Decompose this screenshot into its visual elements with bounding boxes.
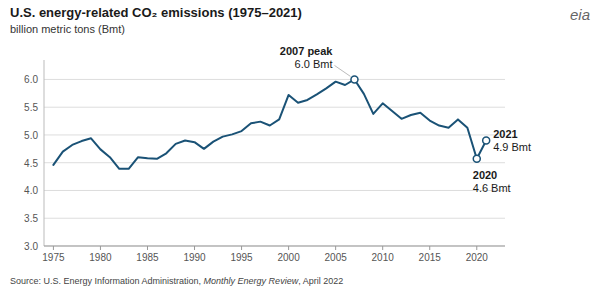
x-tick: [288, 246, 289, 250]
x-tick: [53, 246, 54, 250]
y-tick-label: 3.5: [24, 213, 38, 224]
x-tick: [382, 246, 383, 250]
annotations: 2007 peak6.0 Bmt 20204.6 Bmt 20214.9 Bmt: [280, 45, 531, 193]
grid-line: [44, 218, 505, 219]
x-tick-label: 2020: [466, 252, 489, 263]
title: U.S. energy-related CO₂ emissions (1975–…: [10, 5, 302, 20]
x-tick: [241, 246, 242, 250]
source-part: Source: U.S. Energy Information Administ…: [10, 276, 204, 286]
y-tick-label: 6.0: [24, 74, 38, 85]
x-tick-label: 2015: [419, 252, 442, 263]
x-tick: [194, 246, 195, 250]
annotation-label: 2020: [473, 169, 497, 181]
axes: 3.0 3.5 4.0 4.5 5.0 5.5 6.0 1975 1980 1985 1990 199…: [24, 60, 505, 263]
plot-area: [53, 76, 489, 169]
y-tick-label: 3.0: [24, 241, 38, 252]
grid-line: [44, 134, 505, 135]
logo: eia: [570, 6, 590, 23]
x-tick-label: 2010: [372, 252, 395, 263]
x-tick-label: 1980: [89, 252, 112, 263]
source-part: , April 2022: [298, 276, 343, 286]
annotation-label: 2021: [493, 128, 517, 140]
grid-line: [44, 79, 505, 80]
x-tick: [476, 246, 477, 250]
connector: [334, 65, 350, 76]
grid-line: [44, 190, 505, 191]
x-tick: [147, 246, 148, 250]
x-tick: [429, 246, 430, 250]
grid-line: [44, 246, 505, 247]
y-tick-label: 4.0: [24, 185, 38, 196]
x-tick-label: 1990: [183, 252, 206, 263]
marker: [473, 155, 480, 162]
source: Source: U.S. Energy Information Administ…: [10, 276, 343, 286]
x-tick-label: 1985: [136, 252, 159, 263]
line: [53, 79, 486, 168]
grid-line: [44, 107, 505, 108]
annotation-detail: 4.6 Bmt: [473, 182, 511, 194]
annotation-label: 2007 peak: [280, 45, 333, 57]
x-tick-label: 2000: [277, 252, 300, 263]
x-tick-label: 2005: [325, 252, 348, 263]
y-tick-label: 5.5: [24, 102, 38, 113]
y-tick-label: 4.5: [24, 158, 38, 169]
x-tick-label: 1995: [230, 252, 253, 263]
source-part: Monthly Energy Review: [204, 276, 299, 286]
x-tick: [100, 246, 101, 250]
x-tick-label: 1975: [42, 252, 65, 263]
chart: U.S. energy-related CO₂ emissions (1975–…: [0, 0, 600, 292]
annotation-detail: 6.0 Bmt: [295, 58, 333, 70]
x-tick: [335, 246, 336, 250]
x-axis-line: [44, 246, 505, 247]
marker: [483, 137, 490, 144]
annotation-detail: 4.9 Bmt: [493, 141, 531, 153]
y-axis-line: [44, 60, 45, 246]
subtitle: billion metric tons (Bmt): [10, 23, 125, 35]
marker: [351, 76, 358, 83]
y-tick-label: 5.0: [24, 130, 38, 141]
